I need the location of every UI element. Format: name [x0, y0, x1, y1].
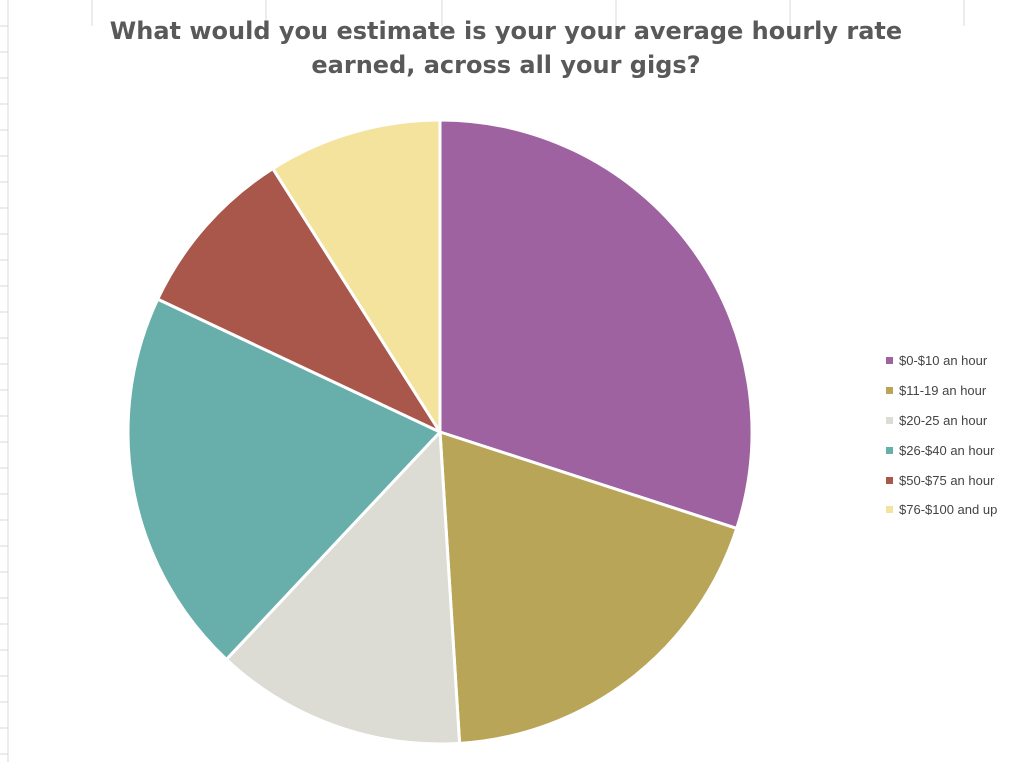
- pie-slice: [224, 430, 462, 746]
- legend-swatch: [886, 357, 893, 365]
- pie-slice: [271, 118, 442, 434]
- legend-item: $50-$75 an hour: [886, 465, 997, 495]
- legend-item: $0-$10 an hour: [886, 346, 997, 376]
- legend-swatch: [886, 387, 893, 395]
- legend-label: $20-25 an hour: [899, 412, 988, 428]
- pie-slice: [438, 118, 754, 530]
- legend-label: $11-19 an hour: [899, 383, 987, 399]
- legend-item: $76-$100 and up: [886, 495, 997, 525]
- legend-swatch: [886, 506, 893, 514]
- legend-label: $76-$100 and up: [899, 502, 998, 518]
- legend-swatch: [886, 416, 893, 424]
- legend-swatch: [886, 476, 893, 484]
- legend-item: $11-19 an hour: [886, 376, 997, 406]
- legend: $0-$10 an hour $11-19 an hour $20-25 an ho…: [886, 346, 997, 525]
- pie-slice: [156, 167, 442, 434]
- legend-item: $26-$40 an hour: [886, 435, 997, 465]
- legend-label: $50-$75 an hour: [899, 472, 995, 488]
- legend-swatch: [886, 446, 893, 454]
- legend-label: $0-$10 an hour: [899, 353, 988, 369]
- legend-label: $26-$40 an hour: [899, 442, 995, 458]
- pie-slice: [126, 297, 442, 661]
- pie-slice: [438, 430, 739, 745]
- chart-title: What would you estimate is your your ave…: [109, 17, 903, 79]
- legend-item: $20-25 an hour: [886, 406, 997, 436]
